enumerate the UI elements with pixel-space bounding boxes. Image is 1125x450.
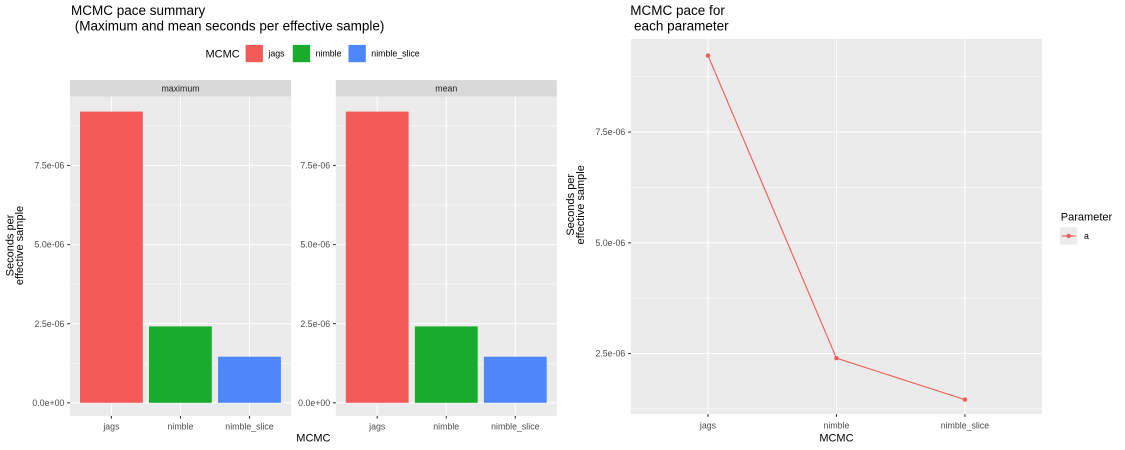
svg-text:mean: mean <box>435 84 457 94</box>
svg-text:a: a <box>1084 231 1089 241</box>
svg-text:nimble: nimble <box>433 422 459 432</box>
svg-text:0.0e+00: 0.0e+00 <box>32 398 64 408</box>
svg-text:2.5e-06: 2.5e-06 <box>595 349 625 359</box>
svg-text:5.0e-06: 5.0e-06 <box>35 240 65 250</box>
svg-text:nimble_slice: nimble_slice <box>371 49 420 59</box>
svg-text:MCMC pace for: MCMC pace for <box>630 3 725 18</box>
svg-text:nimble: nimble <box>823 421 849 431</box>
svg-text:Seconds pereffective sample: Seconds pereffective sample <box>565 165 587 244</box>
svg-text:maximum: maximum <box>161 84 199 94</box>
svg-text:MCMC: MCMC <box>296 432 330 444</box>
svg-text:each parameter: each parameter <box>630 18 729 33</box>
svg-text:nimble: nimble <box>167 422 193 432</box>
svg-text:5.0e-06: 5.0e-06 <box>300 240 330 250</box>
svg-text:7.5e-06: 7.5e-06 <box>595 127 625 137</box>
svg-text:0.0e+00: 0.0e+00 <box>298 398 330 408</box>
svg-text:jags: jags <box>699 421 717 431</box>
svg-text:jags: jags <box>368 422 386 432</box>
svg-text:nimble_slice: nimble_slice <box>491 422 540 432</box>
svg-text:7.5e-06: 7.5e-06 <box>35 161 65 171</box>
svg-text:MCMC: MCMC <box>205 48 239 60</box>
svg-text:7.5e-06: 7.5e-06 <box>300 161 330 171</box>
svg-text:Parameter: Parameter <box>1061 212 1113 224</box>
svg-text:jags: jags <box>102 422 120 432</box>
svg-text:(Maximum and mean seconds per: (Maximum and mean seconds per effective … <box>71 18 384 33</box>
svg-text:nimble: nimble <box>316 49 342 59</box>
svg-text:nimble_slice: nimble_slice <box>941 421 990 431</box>
svg-text:2.5e-06: 2.5e-06 <box>300 319 330 329</box>
svg-text:Seconds pereffective sample: Seconds pereffective sample <box>4 206 26 285</box>
svg-text:2.5e-06: 2.5e-06 <box>35 319 65 329</box>
svg-text:MCMC: MCMC <box>819 432 853 444</box>
svg-text:nimble_slice: nimble_slice <box>225 422 274 432</box>
svg-text:MCMC pace summary: MCMC pace summary <box>71 3 206 18</box>
svg-text:5.0e-06: 5.0e-06 <box>595 238 625 248</box>
svg-text:jags: jags <box>267 49 285 59</box>
